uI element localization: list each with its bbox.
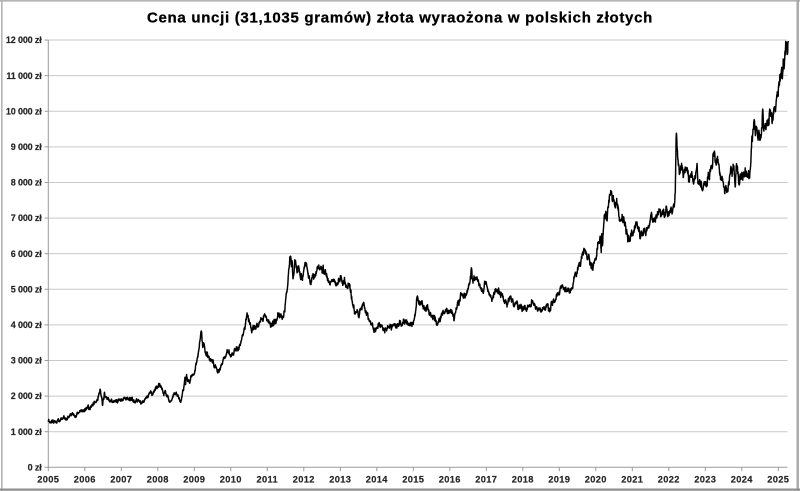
- svg-text:2011: 2011: [257, 474, 279, 484]
- svg-text:2010: 2010: [220, 474, 242, 484]
- svg-text:0 zł: 0 zł: [28, 462, 43, 472]
- svg-text:2017: 2017: [475, 474, 497, 484]
- svg-text:2016: 2016: [439, 474, 461, 484]
- svg-text:2014: 2014: [366, 474, 389, 484]
- svg-text:10 000 zł: 10 000 zł: [6, 106, 42, 116]
- svg-text:9 000 zł: 9 000 zł: [11, 142, 42, 152]
- svg-text:2 000 zł: 2 000 zł: [11, 391, 42, 401]
- svg-text:2012: 2012: [293, 474, 315, 484]
- svg-text:5 000 zł: 5 000 zł: [11, 284, 42, 294]
- svg-text:2022: 2022: [658, 474, 680, 484]
- svg-text:11 000 zł: 11 000 zł: [6, 71, 42, 81]
- svg-text:6 000 zł: 6 000 zł: [11, 249, 42, 259]
- svg-text:2025: 2025: [767, 474, 789, 484]
- svg-text:2006: 2006: [74, 474, 96, 484]
- svg-text:3 000 zł: 3 000 zł: [11, 356, 42, 366]
- svg-text:2013: 2013: [329, 474, 351, 484]
- svg-text:12 000 zł: 12 000 zł: [6, 35, 42, 45]
- svg-text:2018: 2018: [512, 474, 534, 484]
- svg-text:8 000 zł: 8 000 zł: [11, 178, 42, 188]
- svg-text:2024: 2024: [731, 474, 754, 484]
- svg-text:2023: 2023: [694, 474, 716, 484]
- svg-text:4 000 zł: 4 000 zł: [11, 320, 42, 330]
- svg-text:7 000 zł: 7 000 zł: [11, 213, 42, 223]
- svg-text:Cena uncji (31,1035 gramów) zł: Cena uncji (31,1035 gramów) złota wyraoż…: [147, 10, 653, 27]
- svg-text:2005: 2005: [37, 474, 59, 484]
- svg-text:2009: 2009: [183, 474, 205, 484]
- svg-text:2019: 2019: [548, 474, 570, 484]
- svg-text:2008: 2008: [147, 474, 169, 484]
- svg-text:1 000 zł: 1 000 zł: [11, 427, 42, 437]
- svg-text:2021: 2021: [621, 474, 643, 484]
- svg-text:2020: 2020: [585, 474, 607, 484]
- svg-text:2015: 2015: [402, 474, 424, 484]
- svg-text:2007: 2007: [110, 474, 132, 484]
